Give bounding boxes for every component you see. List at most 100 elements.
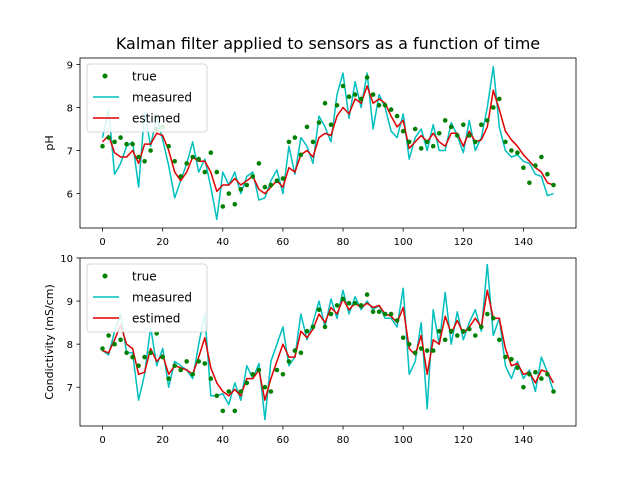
- ph-series-true-point: [232, 202, 238, 207]
- ph-series-true-point: [479, 122, 484, 127]
- conductivity-plot-frame: [79, 257, 577, 427]
- ph-y-tick-label: 7: [67, 147, 73, 158]
- conductivity-series-true-point: [539, 376, 544, 381]
- ph-x-tick-label: 20: [156, 237, 169, 248]
- ph-series-true-point: [346, 94, 352, 99]
- ph-series-true-point: [509, 148, 514, 153]
- conductivity-series-true-point: [280, 372, 286, 377]
- conductivity-x-tick-label: 20: [156, 435, 169, 446]
- conductivity-y-axis-label: Condictivity (mS/cm): [43, 284, 56, 399]
- conductivity-series-true-point: [340, 296, 346, 302]
- ph-series-true-point: [394, 113, 400, 119]
- ph-series-true-point: [400, 128, 406, 134]
- ph-series-true-point: [310, 139, 316, 145]
- conductivity-series-true-point: [497, 337, 502, 343]
- conductivity-x-tick-label: 60: [277, 435, 290, 446]
- conductivity-series-true-point: [406, 341, 412, 347]
- conductivity-y-tick-label: 10: [60, 254, 73, 265]
- ph-series-true-point: [521, 165, 526, 170]
- ph-series-true-point: [262, 184, 268, 190]
- ph-series-true-point: [515, 150, 520, 155]
- ph-series-true-point: [112, 139, 117, 145]
- conductivity-series-true-point: [142, 354, 147, 360]
- ph-x-tick-label: 40: [216, 237, 229, 248]
- ph-series-true-point: [304, 124, 310, 130]
- conductivity-series-true-point: [244, 380, 250, 386]
- ph-series-true-point: [424, 139, 430, 145]
- ph-series-true-point: [250, 174, 256, 179]
- ph-y-tick-label: 8: [67, 103, 73, 114]
- ph-series-true-point: [136, 154, 141, 160]
- ph-series-true-point: [467, 133, 472, 138]
- conductivity-series-true-point: [190, 372, 195, 377]
- conductivity-series-true-point: [527, 372, 532, 377]
- ph-series-true-point: [280, 176, 286, 181]
- ph-series-true-point: [184, 161, 189, 166]
- ph-series-true-point: [316, 120, 322, 125]
- ph-series-true-point: [190, 154, 195, 160]
- conductivity-series-true-point: [166, 376, 171, 381]
- ph-series-true-point: [256, 161, 262, 166]
- conductivity-series-true-point: [352, 300, 358, 306]
- conductivity-series-true-point: [503, 354, 508, 360]
- ph-series-true-point: [292, 135, 298, 140]
- conductivity-series-true-point: [268, 389, 274, 394]
- conductivity-series-true-point: [286, 359, 292, 364]
- ph-series-true-point: [148, 148, 153, 153]
- ph-series-true-point: [436, 131, 442, 136]
- conductivity-series-true-point: [256, 367, 262, 373]
- conductivity-series-true-point: [304, 328, 310, 334]
- conductivity-legend-true-swatch: [102, 273, 108, 279]
- conductivity-series-true-point: [461, 328, 466, 334]
- ph-series-true-point: [328, 122, 334, 127]
- ph-series-true-point: [226, 191, 232, 196]
- ph-series-true-point: [172, 159, 177, 164]
- conductivity-series-true-point: [533, 369, 538, 375]
- ph-series-true-point: [430, 143, 436, 149]
- conductivity-series-true-point: [328, 311, 334, 317]
- ph-series-true-point: [382, 103, 388, 108]
- ph-series-true-point: [238, 187, 244, 192]
- ph-series-true-point: [551, 182, 556, 188]
- conductivity-series-true-point: [436, 328, 442, 334]
- conductivity-series-true-point: [509, 356, 514, 362]
- conductivity-series-measured-line: [102, 263, 555, 421]
- ph-x-tick-label: 120: [454, 237, 473, 248]
- conductivity-series-true-point: [274, 367, 280, 373]
- conductivity-legend-true-label: true: [132, 270, 157, 284]
- ph-x-tick-label: 100: [394, 237, 413, 248]
- ph-series-true-point: [539, 154, 544, 160]
- ph-series-estimed-line: [101, 85, 554, 195]
- ph-series-true-point: [214, 169, 220, 175]
- conductivity-series-true-point: [473, 333, 478, 338]
- conductivity-series-true-point: [298, 350, 304, 356]
- ph-series-true-point: [497, 96, 502, 102]
- ph-series-true-point: [130, 141, 135, 147]
- ph-series-true-point: [100, 143, 105, 149]
- conductivity-series-true-point: [545, 372, 550, 377]
- ph-series-true-point: [298, 152, 304, 158]
- ph-series-true-point: [124, 141, 129, 147]
- conductivity-series-true-point: [196, 359, 201, 364]
- conductivity-series-true-point: [124, 350, 129, 356]
- conductivity-series-true-point: [178, 367, 183, 373]
- conductivity-series-true-point: [370, 309, 376, 315]
- ph-x-tick-label: 140: [514, 237, 533, 248]
- conductivity-x-tick-label: 100: [394, 435, 413, 446]
- ph-series-true-point: [352, 92, 358, 97]
- ph-series-true-point: [364, 75, 370, 80]
- ph-series-true-point: [545, 171, 550, 177]
- conductivity-x-tick-label: 120: [454, 435, 473, 446]
- ph-series-true-point: [388, 107, 394, 112]
- conductivity-series-true-point: [430, 348, 436, 353]
- ph-series-true-point: [461, 122, 466, 127]
- conductivity-series-true-point: [262, 384, 268, 390]
- conductivity-series-true-point: [485, 311, 490, 317]
- ph-legend-estimed-label: estimed: [132, 112, 180, 126]
- ph-series-true-point: [340, 83, 346, 89]
- figure-title: Kalman filter applied to sensors as a fu…: [116, 34, 540, 53]
- conductivity-series-true-point: [118, 337, 123, 343]
- ph-series-true-point: [358, 96, 364, 102]
- ph-series-true-point: [178, 174, 183, 179]
- conductivity-series-true-point: [376, 309, 382, 315]
